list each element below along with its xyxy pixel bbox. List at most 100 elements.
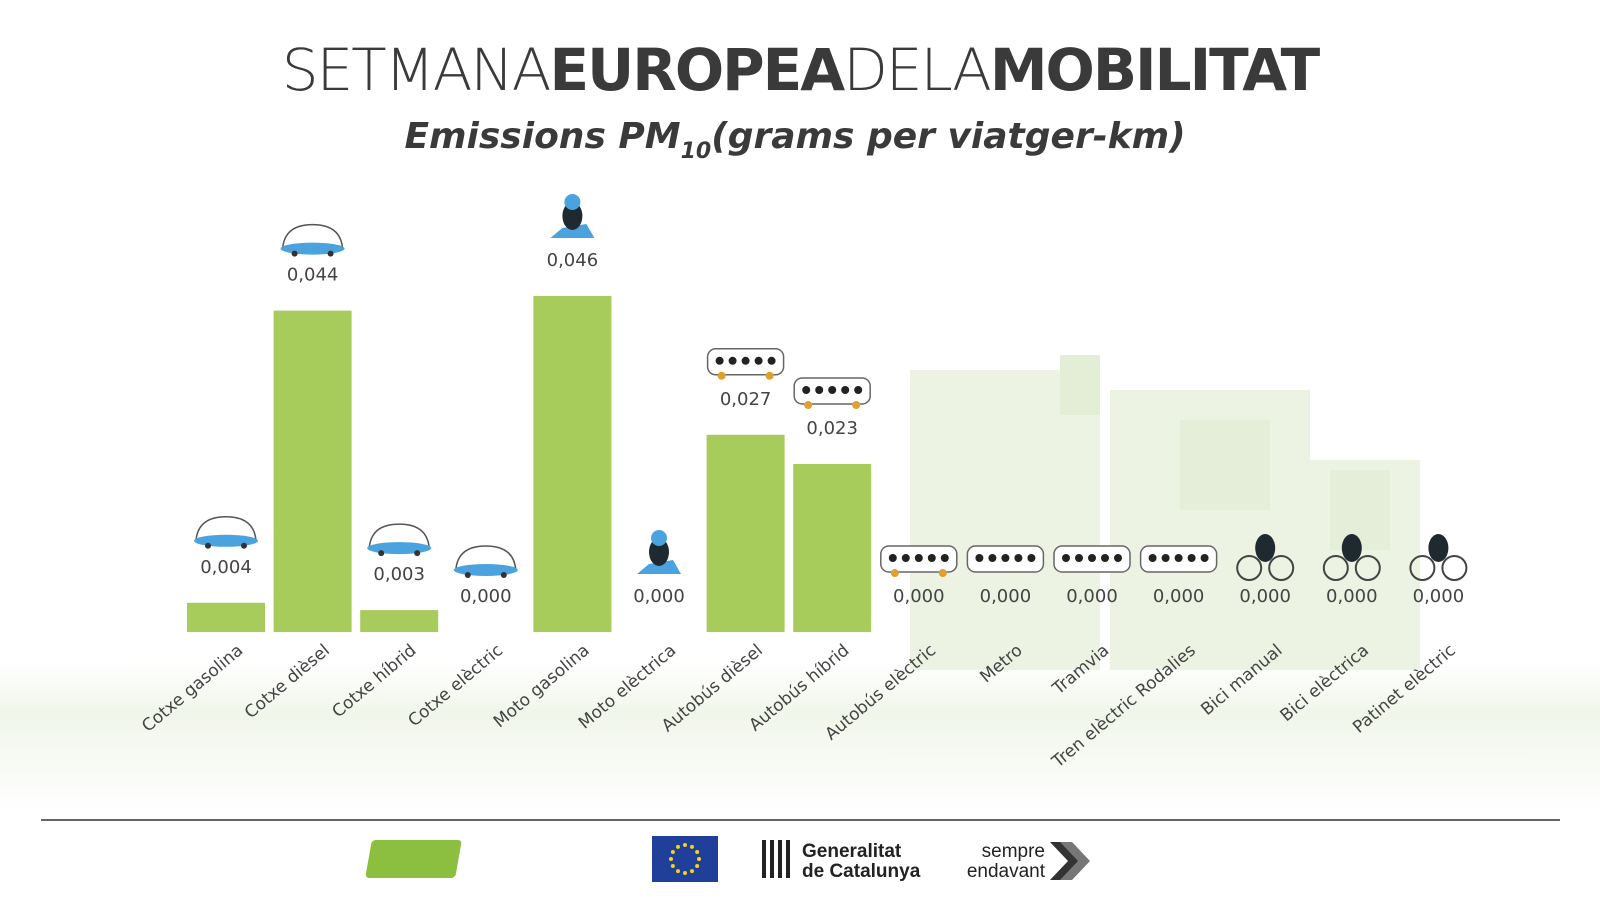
rider xyxy=(1341,534,1362,562)
passenger xyxy=(1075,554,1083,562)
subtitle-sub: 10 xyxy=(681,139,712,164)
eu-star xyxy=(683,871,687,875)
value-label: 0,000 xyxy=(1066,586,1118,607)
bar xyxy=(187,602,265,632)
wheel xyxy=(414,550,421,557)
ptp-text: PTP xyxy=(533,843,597,878)
wheel xyxy=(327,250,334,257)
passenger xyxy=(975,554,984,562)
rider xyxy=(649,538,669,566)
car-base xyxy=(280,242,345,255)
vehicle-icon xyxy=(194,516,258,549)
car-base xyxy=(453,564,518,576)
wheel xyxy=(890,569,899,577)
vehicle-icon xyxy=(453,545,518,578)
eu-star xyxy=(670,864,675,868)
wheel xyxy=(291,250,298,257)
wheel xyxy=(1354,555,1381,581)
passenger xyxy=(888,554,897,562)
bar xyxy=(793,464,872,632)
wheel xyxy=(1236,555,1263,581)
eu-star xyxy=(670,850,675,854)
value-label: 0,046 xyxy=(547,250,599,271)
vehicle-icon xyxy=(1236,534,1295,581)
eu-star xyxy=(676,844,680,849)
passenger xyxy=(854,386,863,394)
bar xyxy=(360,610,439,632)
car-base xyxy=(367,542,432,555)
footer: PTP Generalitat de Catalunya sempre enda… xyxy=(365,836,1090,882)
eu-star xyxy=(676,869,680,874)
slogan-text: endavant xyxy=(967,861,1046,882)
passenger xyxy=(1114,554,1122,562)
eu-stars xyxy=(669,843,701,875)
value-label: 0,044 xyxy=(287,265,339,286)
generalitat-text: de Catalunya xyxy=(802,861,921,882)
car-body xyxy=(195,516,257,542)
vehicle-icon xyxy=(966,545,1045,573)
value-label: 0,000 xyxy=(1413,586,1465,607)
title-part: DELA xyxy=(843,36,990,104)
passenger xyxy=(828,386,837,394)
wheel xyxy=(378,550,385,557)
value-label: 0,003 xyxy=(373,564,425,585)
passenger xyxy=(715,356,724,365)
subtitle: Emissions PM10(grams per viatger-km) xyxy=(404,116,1185,164)
value-label: 0,000 xyxy=(460,586,512,607)
title: SETMANAEUROPEADELAMOBILITAT xyxy=(282,36,1321,104)
passenger xyxy=(754,356,763,365)
value-label: 0,000 xyxy=(980,586,1032,607)
wheel xyxy=(852,401,861,409)
value-label: 0,000 xyxy=(633,586,685,607)
eu-star xyxy=(690,844,694,849)
vehicle-icon xyxy=(280,223,345,257)
wheel xyxy=(1268,555,1295,581)
bar xyxy=(533,296,612,632)
vehicle-icon xyxy=(1139,545,1218,573)
vehicle-icon xyxy=(637,530,681,574)
eu-flag xyxy=(652,836,718,882)
rider xyxy=(562,202,583,230)
eu-star xyxy=(697,857,701,861)
subtitle-part: Emissions PM xyxy=(404,116,680,157)
vehicle-icon xyxy=(706,348,785,380)
vehicle-icon xyxy=(793,377,871,409)
wheel xyxy=(717,371,726,380)
car-body xyxy=(454,545,517,571)
helmet xyxy=(651,530,667,546)
slogan-text: sempre xyxy=(982,841,1045,862)
passenger xyxy=(1014,554,1023,562)
generalitat-emblem xyxy=(762,840,790,878)
helmet xyxy=(564,194,581,210)
wheel xyxy=(938,569,947,577)
vehicle-icon xyxy=(367,523,432,557)
wheel xyxy=(205,542,211,549)
passenger xyxy=(1062,554,1070,562)
passenger xyxy=(1161,554,1170,562)
title-part: SETMANA xyxy=(282,36,550,104)
car-body xyxy=(281,223,344,250)
vehicle-icon xyxy=(880,545,958,577)
rider xyxy=(1255,534,1276,562)
rider xyxy=(1428,534,1449,562)
passenger xyxy=(802,386,811,394)
passenger xyxy=(1027,554,1036,562)
value-label: 0,000 xyxy=(893,586,945,607)
passenger xyxy=(988,554,997,562)
passenger xyxy=(815,386,824,394)
passenger xyxy=(1148,554,1157,562)
passenger xyxy=(1187,554,1196,562)
vehicle-icon xyxy=(1053,545,1131,573)
eu-star xyxy=(690,869,694,874)
value-label: 0,027 xyxy=(720,389,772,410)
ptp-logo xyxy=(365,840,462,878)
eu-star xyxy=(695,864,700,868)
value-label: 0,000 xyxy=(1239,586,1291,607)
value-label: 0,000 xyxy=(1326,586,1378,607)
passenger xyxy=(914,554,923,562)
wheel xyxy=(1441,555,1468,581)
wheel xyxy=(500,572,507,578)
passenger xyxy=(940,554,949,562)
eu-star xyxy=(695,850,700,854)
